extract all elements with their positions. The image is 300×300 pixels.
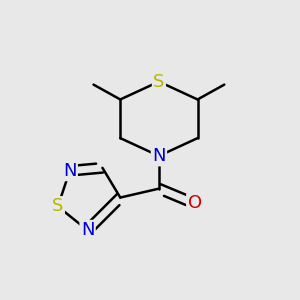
Text: O: O xyxy=(188,194,202,212)
Text: N: N xyxy=(63,162,76,180)
Text: N: N xyxy=(152,147,166,165)
Text: S: S xyxy=(52,197,64,215)
Text: S: S xyxy=(153,73,165,91)
Text: N: N xyxy=(81,221,94,239)
